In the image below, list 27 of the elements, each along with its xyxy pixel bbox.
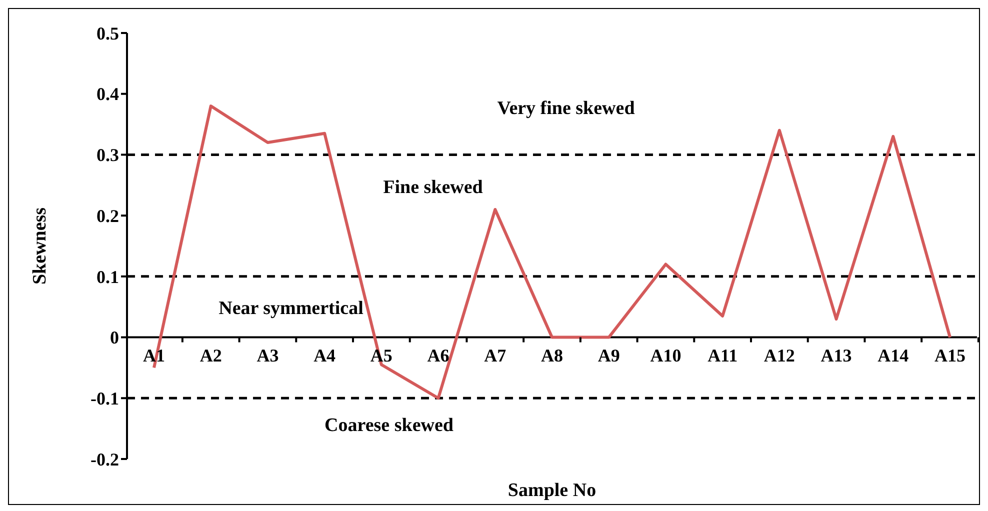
x-tick-label: A7 xyxy=(484,345,506,366)
x-tick-label: A11 xyxy=(708,345,738,366)
y-tick-label: -0.1 xyxy=(90,388,119,409)
x-tick-label: A9 xyxy=(598,345,620,366)
y-tick-label: 0.4 xyxy=(96,84,119,104)
y-tick-label: 0.1 xyxy=(96,266,119,287)
y-tick-label: 0.3 xyxy=(96,145,119,166)
annotation: Very fine skewed xyxy=(497,98,635,120)
x-tick-label: A13 xyxy=(820,345,852,366)
x-axis-title: Sample No xyxy=(508,480,596,501)
annotation: Coarese skewed xyxy=(324,415,454,437)
x-tick-label: A15 xyxy=(934,345,966,366)
x-tick-label: A10 xyxy=(650,345,682,366)
x-tick-label: A2 xyxy=(200,345,222,366)
y-tick-label: 0.5 xyxy=(96,23,119,44)
y-tick-label: -0.2 xyxy=(90,449,119,470)
x-tick-label: A4 xyxy=(314,345,336,366)
x-tick-label: A3 xyxy=(256,345,279,366)
y-tick-label: 0.2 xyxy=(96,206,119,226)
y-axis-title: Skewness xyxy=(30,207,51,285)
annotation: Fine skewed xyxy=(383,177,483,199)
annotation: Near symmertical xyxy=(218,298,364,320)
x-tick-label: A12 xyxy=(764,345,795,366)
x-tick-label: A8 xyxy=(541,345,563,366)
x-tick-label: A14 xyxy=(878,345,909,366)
x-tick-label: A6 xyxy=(427,345,450,366)
y-tick-label: 0 xyxy=(110,328,119,348)
